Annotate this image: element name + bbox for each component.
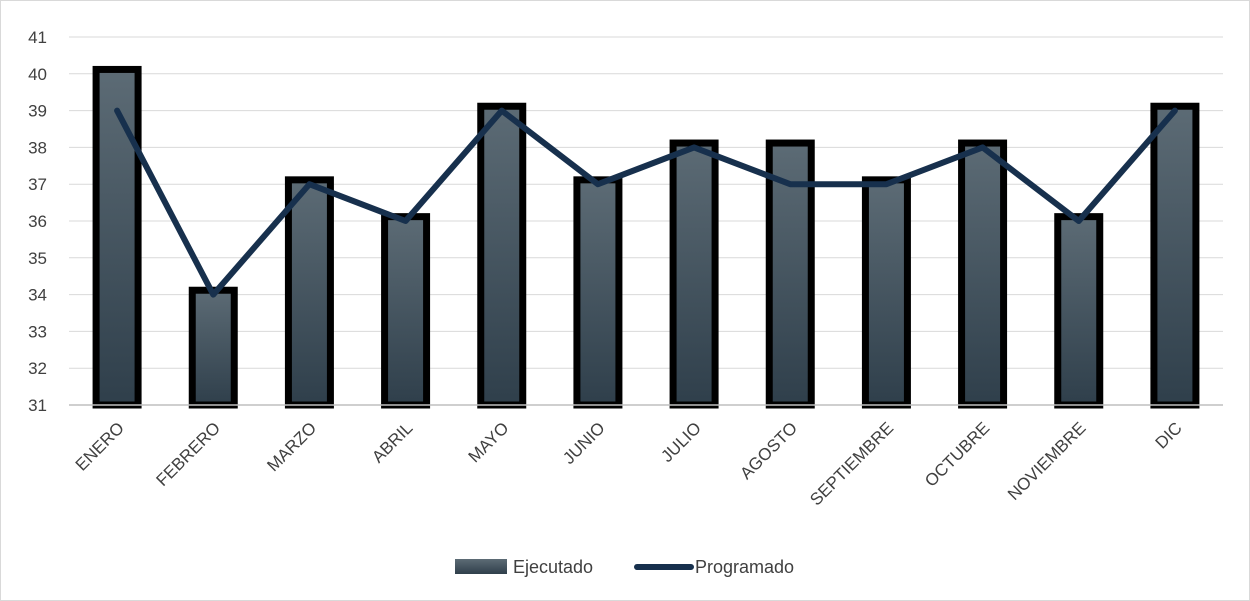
bar-febrero	[188, 286, 238, 409]
bar-octubre	[958, 139, 1008, 409]
bar-julio	[669, 139, 719, 409]
x-tick-label: DIC	[1152, 418, 1186, 452]
bar-junio	[573, 176, 623, 409]
legend-label-programado: Programado	[695, 557, 794, 577]
y-tick-label: 41	[28, 28, 47, 47]
bar-noviembre	[1054, 213, 1104, 409]
y-tick-label: 38	[28, 138, 47, 157]
x-axis-ticks: ENERO FEBRERO MARZO ABRIL MAYO JUNIO JULIO AGOS…	[72, 418, 1186, 509]
line-series-programado	[114, 107, 1178, 298]
y-tick-label: 40	[28, 65, 47, 84]
x-tick-label: JUNIO	[559, 418, 608, 467]
y-tick-label: 37	[28, 175, 47, 194]
bar-enero	[92, 65, 142, 409]
bar-abril	[381, 213, 431, 409]
bar-dic	[1150, 102, 1200, 409]
x-tick-label: FEBRERO	[153, 418, 225, 490]
y-tick-label: 36	[28, 212, 47, 231]
y-tick-label: 35	[28, 249, 47, 268]
x-tick-label: ABRIL	[368, 418, 416, 466]
y-tick-label: 34	[28, 286, 47, 305]
y-tick-label: 32	[28, 359, 47, 378]
y-axis-ticks: 31 32 33 34 35 36 37 38 39 40 41	[28, 28, 47, 415]
x-tick-label: OCTUBRE	[921, 418, 993, 490]
y-tick-label: 33	[28, 322, 47, 341]
y-tick-label: 39	[28, 102, 47, 121]
x-tick-label: JULIO	[657, 418, 705, 466]
x-tick-label: MAYO	[465, 418, 513, 466]
bar-mayo	[477, 102, 527, 409]
x-tick-label: SEPTIEMBRE	[806, 418, 897, 509]
x-tick-label: AGOSTO	[736, 418, 801, 483]
bar-marzo	[284, 176, 334, 409]
x-tick-label: ENERO	[72, 418, 128, 474]
legend-swatch-ejecutado	[455, 559, 507, 574]
bar-septiembre	[861, 176, 911, 409]
legend: Ejecutado Programado	[455, 557, 794, 577]
x-tick-label: NOVIEMBRE	[1004, 418, 1090, 504]
x-tick-label: MARZO	[263, 418, 320, 475]
line-programado	[114, 107, 1178, 298]
gridlines	[69, 36, 1223, 369]
legend-label-ejecutado: Ejecutado	[513, 557, 593, 577]
y-tick-label: 31	[28, 396, 47, 415]
